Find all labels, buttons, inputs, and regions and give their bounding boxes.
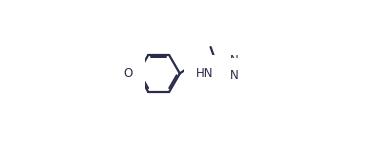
Text: HN: HN: [196, 67, 214, 80]
Text: N: N: [230, 54, 238, 67]
Text: HN: HN: [196, 67, 214, 80]
Text: O: O: [124, 67, 133, 80]
Text: O: O: [124, 67, 133, 80]
Text: N: N: [230, 54, 238, 67]
Text: N: N: [230, 69, 238, 82]
Text: N: N: [230, 69, 238, 82]
